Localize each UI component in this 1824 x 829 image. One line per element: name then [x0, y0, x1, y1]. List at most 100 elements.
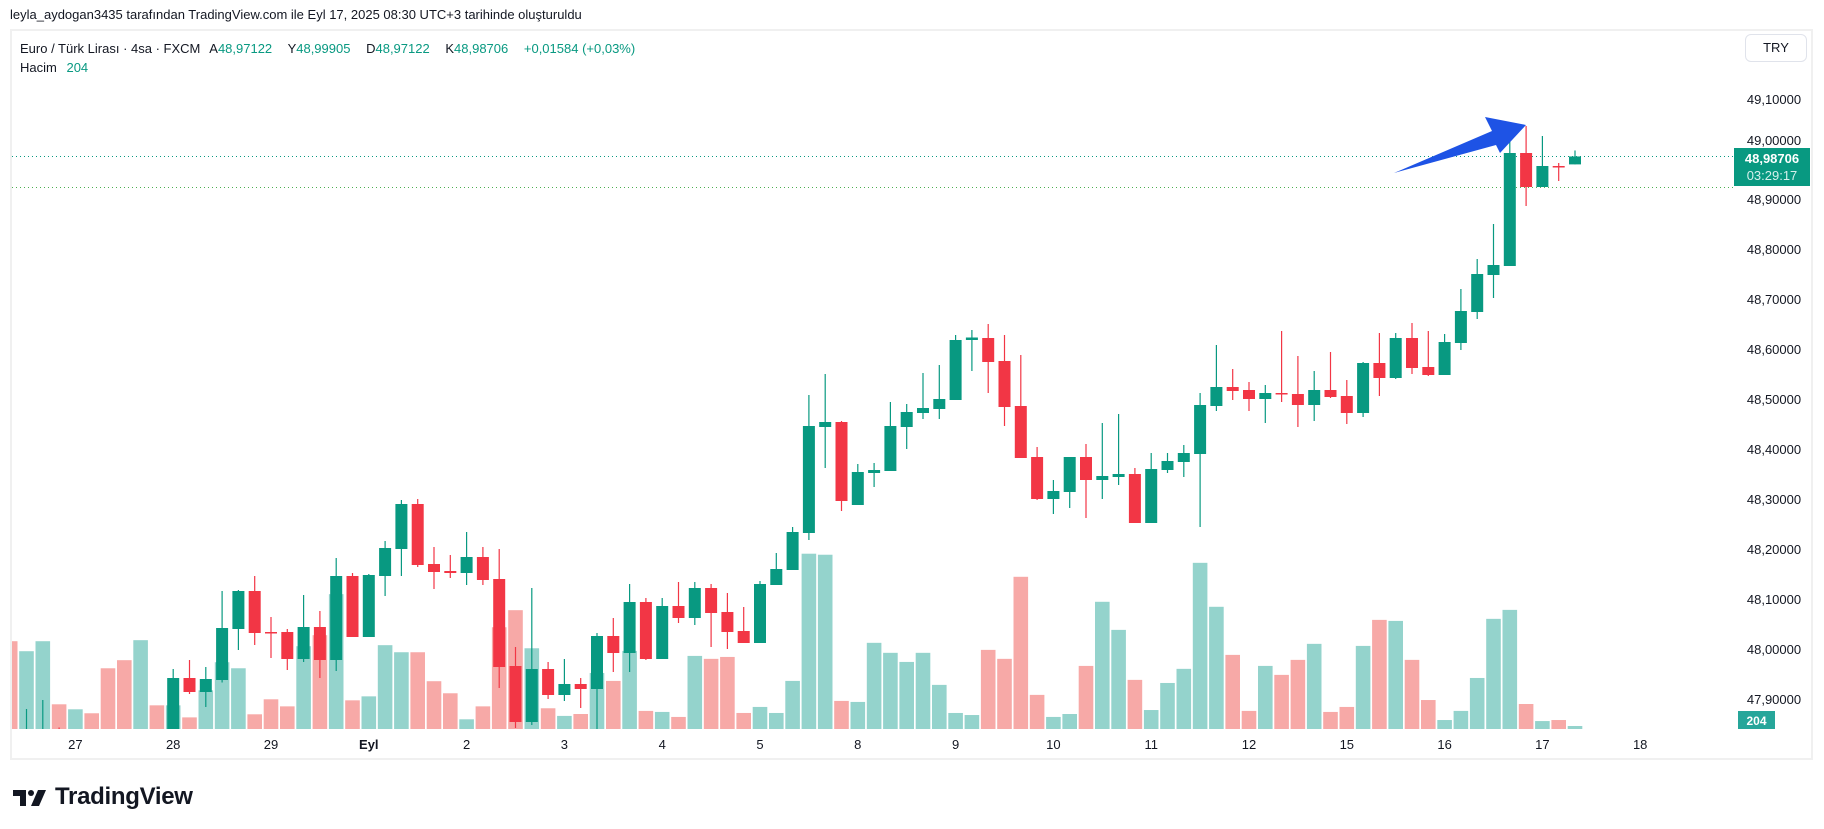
volume-bar: [948, 712, 963, 729]
candle-body: [395, 504, 408, 549]
volume-bar: [394, 652, 409, 729]
high-value: 48,99905: [296, 41, 351, 56]
volume-bar: [459, 719, 474, 729]
candle-body: [1047, 491, 1060, 499]
volume-bar: [573, 714, 588, 729]
candle-body: [4, 750, 16, 760]
volume-bar: [1306, 643, 1322, 729]
candle-body: [281, 632, 294, 659]
volume-bar: [443, 693, 458, 729]
volume-bar: [1567, 726, 1583, 729]
volume-bar: [932, 684, 947, 729]
candle-body: [509, 666, 522, 722]
volume-bar: [51, 704, 67, 729]
volume-bar: [1192, 562, 1208, 729]
volume-bar: [1437, 720, 1452, 729]
volume-bar: [475, 706, 491, 729]
candle-body: [558, 684, 571, 695]
volume-bar: [182, 717, 197, 729]
volume-bar: [1225, 654, 1240, 729]
price-tick-label: 48,60000: [1747, 342, 1801, 357]
candle-body: [623, 602, 636, 653]
candle-body: [1520, 153, 1533, 187]
volume-bar: [1111, 629, 1126, 729]
volume-bar: [345, 700, 360, 729]
candle-body: [868, 470, 881, 473]
price-tick-label: 48,10000: [1747, 592, 1801, 607]
symbol-title[interactable]: Euro / Türk Lirası · 4sa · FXCM: [20, 41, 201, 56]
candle-body: [346, 576, 359, 637]
time-tick-label: 5: [756, 737, 763, 752]
volume-bar: [19, 651, 34, 729]
candle-body: [1128, 474, 1141, 523]
volume-bar: [703, 658, 719, 729]
volume-bar: [720, 656, 735, 729]
volume-bars: [12, 553, 1583, 729]
candle-body: [1454, 311, 1467, 343]
volume-row: Hacim 204: [20, 58, 641, 77]
candle-body: [1275, 393, 1288, 395]
currency-button[interactable]: TRY: [1745, 34, 1807, 62]
candle-body: [1471, 274, 1484, 312]
volume-bar: [1339, 706, 1355, 729]
candle-body: [542, 669, 555, 695]
price-tick-label: 48,80000: [1747, 242, 1801, 257]
volume-bar: [410, 652, 425, 729]
volume-bar: [1241, 710, 1257, 729]
candle-body: [167, 678, 180, 729]
price-tick-label: 48,40000: [1747, 442, 1801, 457]
candle-body: [1536, 166, 1549, 187]
volume-title[interactable]: Hacim: [20, 60, 57, 75]
candle-body: [102, 750, 114, 765]
snapshot-caption: leyla_aydogan3435 tarafından TradingView…: [10, 7, 582, 22]
volume-bar: [1404, 659, 1420, 729]
candle-body: [607, 636, 620, 653]
candle-body: [313, 627, 326, 660]
last-price-value: 48,98706: [1745, 151, 1799, 166]
candle-body: [183, 678, 196, 692]
time-tick-label: 16: [1437, 737, 1451, 752]
volume-bar: [1372, 619, 1387, 729]
volume-bar: [915, 652, 931, 729]
candle-body: [1552, 166, 1565, 168]
volume-bar: [801, 553, 817, 729]
candle-body: [851, 472, 864, 505]
time-tick-label: 8: [854, 737, 861, 752]
volume-bar: [280, 706, 295, 729]
volume-bar: [671, 716, 686, 729]
arrow-annotation[interactable]: [1394, 117, 1526, 173]
volume-bar: [1453, 710, 1469, 729]
volume-bar: [1535, 721, 1550, 729]
time-axis: 27 28 29 Eyl 2 3 4 5 8 9 10 11 12 15 16 17 18: [68, 737, 1647, 752]
volume-bar: [68, 709, 83, 729]
candle-body: [1340, 396, 1353, 413]
close-label: K: [445, 41, 455, 56]
candle-body: [53, 735, 65, 750]
volume-bar: [866, 642, 882, 729]
price-axis: 49,10000 49,00000 48,90000 48,80000 48,70000…: [1747, 92, 1801, 707]
candle-body: [688, 588, 701, 618]
candle-body: [135, 750, 147, 775]
candle-body: [411, 504, 424, 565]
volume-bar: [1013, 576, 1029, 729]
candle-body: [1308, 390, 1321, 405]
tradingview-logo[interactable]: TradingView: [13, 783, 193, 811]
volume-bar: [1518, 704, 1534, 729]
volume-bar: [84, 713, 99, 729]
candle-body: [1210, 387, 1223, 406]
volume-bar: [785, 680, 800, 729]
candle-body: [591, 636, 603, 689]
candle-body: [1226, 387, 1239, 391]
price-tick-label: 48,70000: [1747, 292, 1801, 307]
volume-bar: [964, 715, 980, 729]
volume-bar: [377, 645, 393, 729]
volume-bar: [133, 640, 148, 729]
price-tick-label: 49,10000: [1747, 92, 1801, 107]
price-tick-label: 48,20000: [1747, 542, 1801, 557]
volume-bar: [1355, 645, 1371, 729]
volume-bar: [540, 708, 556, 729]
candle-body: [362, 575, 375, 637]
volume-bar: [1209, 606, 1224, 729]
candle-body: [721, 612, 734, 632]
